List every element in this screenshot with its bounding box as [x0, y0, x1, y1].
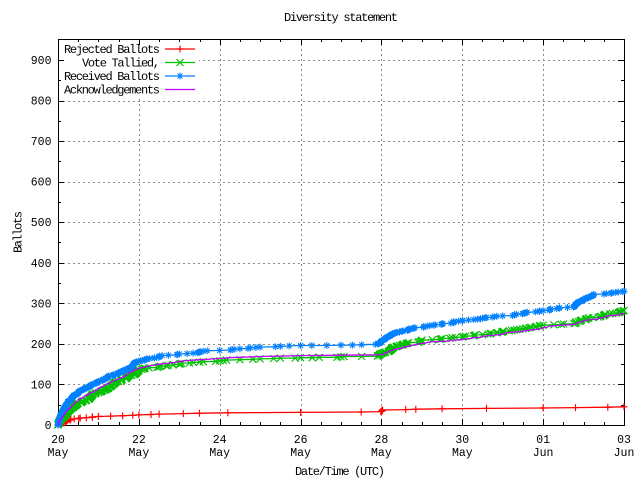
- svg-text:Jun: Jun: [614, 447, 635, 460]
- svg-text:700: 700: [31, 136, 52, 149]
- svg-text:400: 400: [31, 258, 52, 271]
- svg-text:May: May: [48, 447, 69, 460]
- svg-text:20: 20: [51, 434, 65, 447]
- svg-text:28: 28: [374, 434, 388, 447]
- svg-text:May: May: [209, 447, 230, 460]
- svg-text:01: 01: [536, 434, 550, 447]
- svg-text:200: 200: [31, 339, 52, 352]
- svg-text:May: May: [371, 447, 392, 460]
- svg-text:Rejected Ballots: Rejected Ballots: [64, 43, 160, 57]
- svg-text:26: 26: [294, 434, 308, 447]
- svg-text:24: 24: [213, 434, 227, 447]
- svg-text:Date/Time (UTC): Date/Time (UTC): [295, 465, 385, 479]
- svg-text:800: 800: [31, 96, 52, 109]
- svg-text:30: 30: [455, 434, 469, 447]
- svg-text:May: May: [129, 447, 150, 460]
- svg-text:May: May: [290, 447, 311, 460]
- svg-text:0: 0: [45, 420, 52, 433]
- svg-text:Ballots: Ballots: [12, 211, 26, 253]
- svg-text:03: 03: [617, 434, 631, 447]
- svg-text:Vote Tallied,: Vote Tallied,: [82, 57, 160, 71]
- svg-text:900: 900: [31, 55, 52, 68]
- svg-text:May: May: [452, 447, 473, 460]
- svg-text:Jun: Jun: [533, 447, 554, 460]
- svg-text:500: 500: [31, 217, 52, 230]
- svg-text:22: 22: [132, 434, 146, 447]
- svg-text:600: 600: [31, 177, 52, 190]
- svg-text:Acknowledgements: Acknowledgements: [64, 84, 160, 98]
- svg-text:Diversity statement: Diversity statement: [284, 11, 398, 25]
- svg-text:Received Ballots: Received Ballots: [64, 70, 160, 84]
- svg-text:300: 300: [31, 298, 52, 311]
- svg-text:100: 100: [31, 379, 52, 392]
